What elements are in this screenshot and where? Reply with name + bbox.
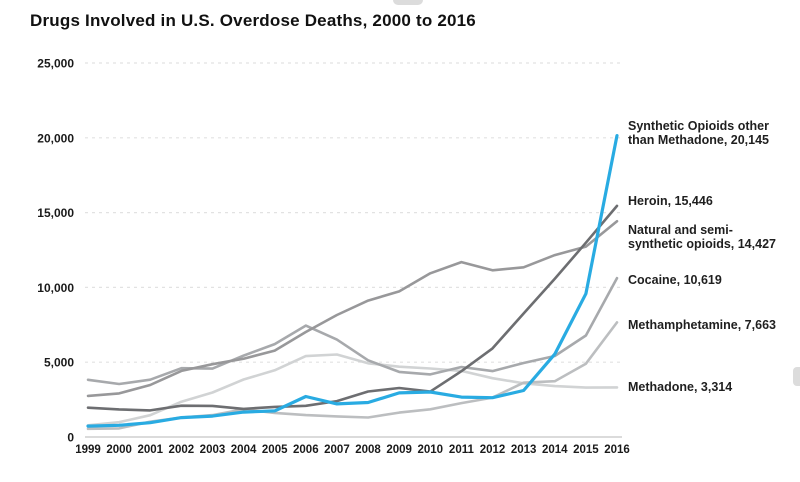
y-axis-tick-label: 20,000 [37,131,74,145]
y-axis-tick-label: 25,000 [37,57,74,71]
x-axis-tick-label-2012: 2012 [480,444,506,456]
x-axis-tick-label-2000: 2000 [106,444,132,456]
x-axis-tick-label-2014: 2014 [542,444,568,456]
x-axis-tick-label-2011: 2011 [449,444,475,456]
series-line-heroin [86,204,619,412]
x-axis-tick-label-2008: 2008 [355,444,381,456]
x-axis-tick-label-2004: 2004 [231,444,257,456]
x-axis-tick-label-2015: 2015 [573,444,599,456]
x-axis-tick-label-2013: 2013 [511,444,537,456]
series-line-synthetic-opioids-other-than-methadone [86,134,619,428]
x-axis-tick-label-2016: 2016 [604,444,630,456]
window-edge-artifact [393,0,423,5]
x-axis-tick-label-2010: 2010 [417,444,443,456]
x-axis-tick-label-2007: 2007 [324,444,350,456]
x-axis-tick-label-2009: 2009 [386,444,412,456]
x-axis-tick-label-2002: 2002 [169,444,195,456]
y-axis-tick-label: 10,000 [37,281,74,295]
series-line-cocaine [86,276,619,386]
x-axis-tick-label-2001: 2001 [137,444,163,456]
x-axis-tick-label-2005: 2005 [262,444,288,456]
series-line-methadone [86,353,619,427]
y-axis-tick-label: 15,000 [37,206,74,220]
chart-title: Drugs Involved in U.S. Overdose Deaths, … [30,11,476,30]
y-axis-tick-label: 5,000 [44,356,74,370]
x-axis-tick-label-1999: 1999 [75,444,101,456]
scrollbar-thumb-fragment[interactable] [793,367,800,386]
series-line-natural-and-semi-synthetic-opioids [86,219,619,398]
x-axis-tick-label-2006: 2006 [293,444,319,456]
y-axis-tick-label: 0 [67,431,74,445]
x-axis-tick-label-2003: 2003 [200,444,226,456]
